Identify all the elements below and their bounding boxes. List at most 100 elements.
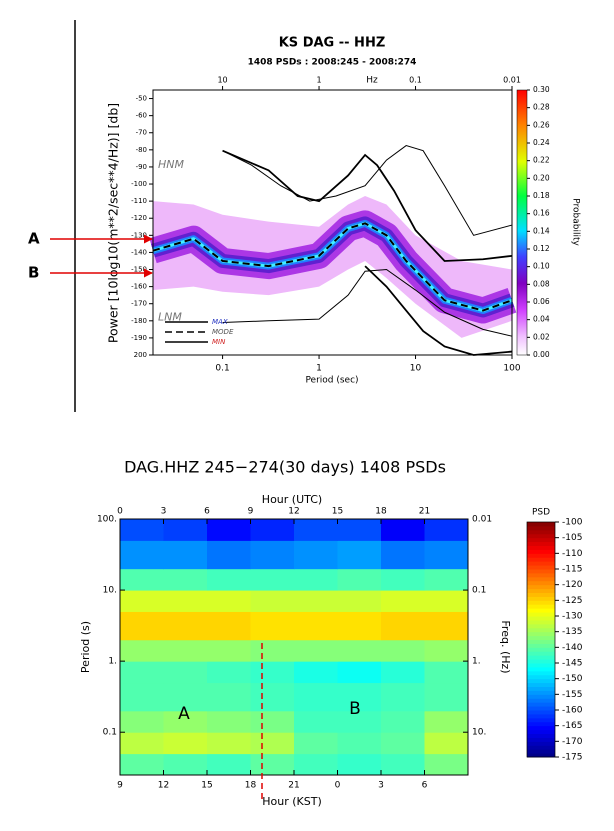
colorbar-tick-label: -120: [562, 580, 583, 590]
reference-line: [222, 269, 513, 337]
colorbar-tick-label: 0.28: [533, 103, 550, 112]
heat-cell: [424, 590, 469, 612]
colorbar-tick-label: 0.24: [533, 138, 550, 147]
colorbar-segment: [527, 639, 555, 644]
colorbar-tick-label: 0.04: [533, 315, 550, 324]
heat-cell: [163, 639, 208, 662]
y-tick-label: 10.: [103, 586, 117, 596]
y2-tick-label: 10.: [472, 728, 486, 738]
reference-line: [222, 145, 513, 236]
heat-cell: [424, 540, 469, 570]
colorbar-tick-label: 0.20: [533, 173, 550, 182]
y2-tick-label: 0.1: [472, 586, 486, 596]
colorbar-segment: [527, 608, 555, 613]
x-tick-label: 9: [117, 781, 123, 791]
heat-cell: [294, 682, 338, 712]
heat-cell: [120, 519, 164, 541]
heat-cell: [424, 710, 469, 733]
colorbar-tick-label: 0.12: [533, 244, 550, 253]
colorbar-segment: [527, 702, 555, 707]
colorbar-segment: [527, 576, 555, 582]
heat-cell: [381, 639, 425, 662]
heat-cell: [250, 661, 295, 684]
colorbar-tick-label: 0.26: [533, 120, 550, 129]
colorbar-segment: [527, 698, 555, 703]
heat-cell: [294, 568, 338, 591]
reference-label: LNM: [158, 310, 182, 323]
colorbar-segment: [527, 525, 555, 531]
heat-cell: [381, 682, 425, 712]
colorbar-label: PSD: [532, 508, 550, 518]
colorbar-segment: [527, 725, 555, 731]
heat-cell: [163, 682, 208, 712]
marker-label: B: [28, 264, 39, 282]
heat-cell: [163, 611, 208, 641]
heat-cell: [120, 590, 164, 612]
heat-cell: [250, 568, 295, 591]
y-tick-label: 100.: [97, 515, 117, 525]
colorbar-segment: [527, 553, 555, 558]
colorbar-tick-label: 0.16: [533, 209, 550, 218]
pdf-chart: HNM LNM MAX MODE MIN -50 -60 -70 -80 -90 -100 -110 -…: [28, 36, 581, 386]
x-axis-label: Period (sec): [305, 376, 358, 386]
x-tick-label: 1: [316, 364, 322, 374]
heat-cell: [120, 682, 164, 712]
colorbar-segment: [527, 666, 555, 672]
y-tick-label: -90: [136, 163, 147, 171]
colorbar-tick-label: 0.30: [533, 85, 550, 94]
chart-title: DAG.HHZ 245−274(30 days) 1408 PSDs: [124, 458, 446, 477]
heat-cell: [337, 611, 382, 641]
heat-cell: [120, 540, 164, 570]
y2-tick-label: 0.01: [472, 515, 492, 525]
heat-cell: [163, 661, 208, 684]
x2-axis-label: Hz: [366, 76, 378, 86]
heat-cell: [207, 611, 251, 641]
colorbar-segment: [527, 753, 555, 758]
heat-cell: [424, 732, 469, 755]
colorbar-segment: [527, 659, 555, 664]
x2-tick-label: 1: [316, 76, 321, 85]
heat-cell: [250, 753, 295, 776]
colorbar-tick-label: 0.14: [533, 226, 550, 235]
colorbar-tick-label: -160: [562, 706, 583, 716]
heat-cell: [120, 639, 164, 662]
heat-cell: [207, 590, 251, 612]
heat-cell: [424, 611, 469, 641]
colorbar-tick-label: 0.08: [533, 279, 550, 288]
colorbar-tick-label: -105: [562, 533, 582, 543]
x2-tick-label: 0: [117, 507, 123, 517]
heat-cell: [207, 732, 251, 755]
colorbar-tick-label: -110: [562, 549, 583, 559]
heat-cell: [120, 732, 164, 755]
colorbar-tick-label: 0.06: [533, 297, 550, 306]
colorbar-segment: [527, 729, 555, 734]
annotation: B: [349, 699, 361, 719]
y-tick-label: -140: [131, 248, 147, 256]
colorbar-segment: [527, 557, 555, 562]
colorbar-segment: [527, 749, 555, 754]
y-axis-label: Power [10log10(m**2/sec**4/Hz)] [db]: [106, 103, 121, 343]
colorbar-segment: [527, 549, 555, 554]
heat-cell: [250, 611, 295, 641]
x-tick-label: 3: [378, 781, 384, 791]
y2-tick-label: 1.: [472, 657, 481, 667]
heat-cell: [381, 611, 425, 641]
heat-cell: [294, 540, 338, 570]
colorbar-segment: [527, 561, 555, 566]
heat-cell: [424, 682, 469, 712]
colorbar-segment: [527, 717, 555, 723]
colorbar-segment: [527, 592, 555, 597]
colorbar-segment: [527, 651, 555, 656]
y-tick-label: 1.: [108, 657, 117, 667]
x2-tick-label: 15: [332, 507, 343, 517]
colorbar-tick-label: -135: [562, 627, 582, 637]
colorbar-tick-label: 0.02: [533, 332, 550, 341]
x2-tick-label: 10: [217, 76, 227, 85]
y-tick-label: -130: [131, 231, 147, 239]
heat-cell: [294, 611, 338, 641]
colorbar-segment: [527, 737, 555, 742]
colorbar-segment: [527, 619, 555, 625]
chart-title: KS DAG -- HHZ: [279, 36, 386, 51]
heat-cell: [207, 710, 251, 733]
heat-cell: [337, 519, 382, 541]
